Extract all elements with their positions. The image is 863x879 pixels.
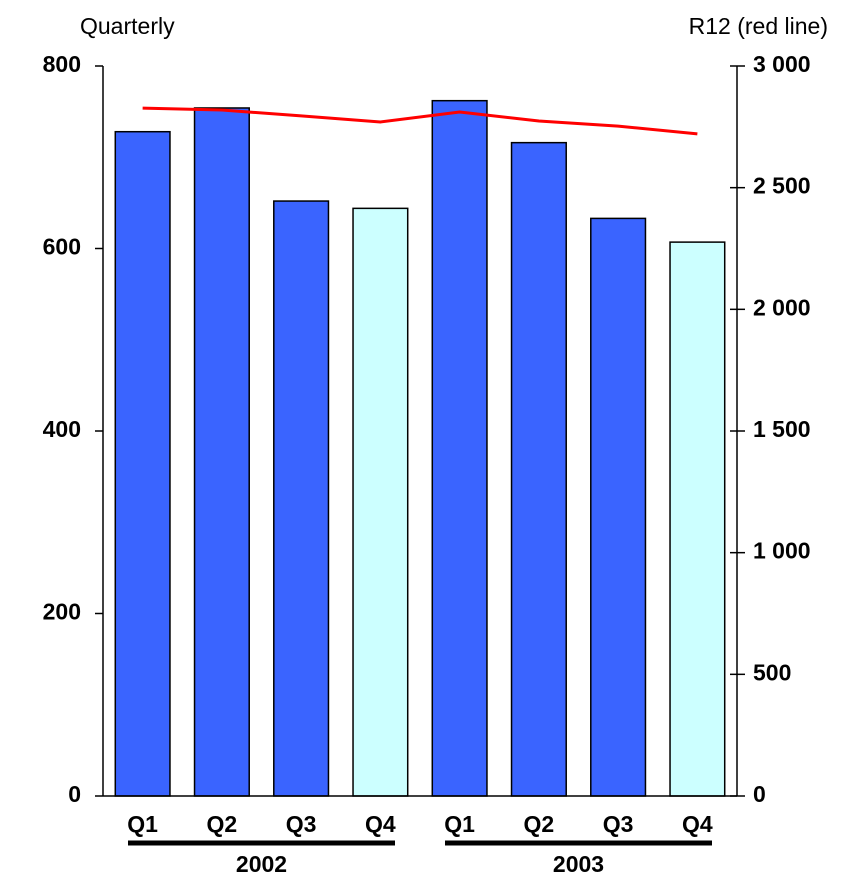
y-tick-label: 600 bbox=[43, 234, 81, 260]
y2-tick-label: 2 500 bbox=[753, 173, 811, 199]
y-tick-label: 200 bbox=[43, 599, 81, 625]
x-tick-label: Q1 bbox=[127, 811, 158, 837]
y-tick-label: 0 bbox=[68, 781, 81, 807]
y2-tick-label: 0 bbox=[753, 781, 766, 807]
y2-tick-label: 1 500 bbox=[753, 416, 811, 442]
y2-tick-label: 1 000 bbox=[753, 538, 811, 564]
x-tick-label: Q4 bbox=[682, 811, 713, 837]
bar bbox=[510, 141, 567, 797]
x-tick-label: Q2 bbox=[207, 811, 238, 837]
x-tick-label: Q3 bbox=[286, 811, 317, 837]
x-tick-label: Q2 bbox=[524, 811, 555, 837]
bar bbox=[114, 130, 171, 797]
line bbox=[142, 106, 698, 136]
bar bbox=[431, 99, 488, 797]
bar bbox=[193, 107, 250, 797]
x-tick-label: Q3 bbox=[603, 811, 634, 837]
y2-tick-label: 2 000 bbox=[753, 294, 811, 320]
y2-tick-label: 500 bbox=[753, 659, 791, 685]
bar bbox=[669, 241, 726, 797]
bar bbox=[590, 217, 647, 797]
x-tick-label: Q1 bbox=[444, 811, 475, 837]
y-axis-label: Quarterly bbox=[80, 13, 175, 39]
group-label: 2002 bbox=[236, 851, 287, 877]
bar bbox=[352, 207, 409, 797]
y2-axis-label: R12 (red line) bbox=[689, 13, 828, 39]
bar bbox=[273, 200, 330, 797]
y-tick-label: 800 bbox=[43, 51, 81, 77]
x-tick-label: Q4 bbox=[365, 811, 396, 837]
y-tick-label: 400 bbox=[43, 416, 81, 442]
group-label: 2003 bbox=[553, 851, 604, 877]
y2-tick-label: 3 000 bbox=[753, 51, 811, 77]
